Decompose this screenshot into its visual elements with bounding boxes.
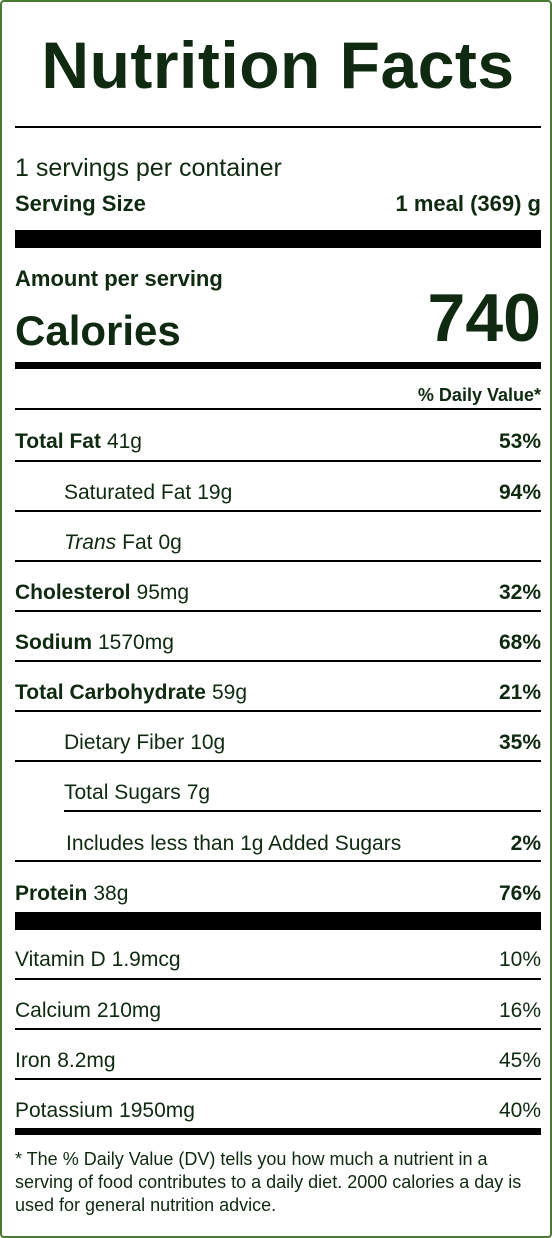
nutrient-rule (15, 610, 541, 612)
vitamin-name: Potassium (15, 1099, 114, 1122)
daily-value-footnote: * The % Daily Value (DV) tells you how m… (15, 1149, 522, 1215)
vitamin-row-calcium: Calcium 210mg 16% (15, 995, 541, 1027)
nutrient-name: Includes (66, 832, 145, 855)
nutrient-dv: 53% (498, 430, 541, 453)
nutrient-rule (15, 860, 541, 862)
nutrient-row-sodium: Sodium 1570mg 68% (15, 627, 541, 659)
nutrient-rule (15, 760, 541, 762)
nutrient-row-protein: Protein 38g 76% (15, 878, 541, 910)
calories-value: 740 (427, 280, 541, 356)
vitamins-thick-rule (15, 912, 541, 930)
nutrient-rule (15, 460, 541, 462)
vitamin-name: Iron (15, 1049, 52, 1072)
nutrient-name: Total Carbohydrate (15, 681, 206, 704)
amount-per-serving-text: Amount per serving (15, 266, 223, 291)
vitamin-rule (15, 1078, 541, 1080)
nutrient-rule (15, 510, 541, 512)
nutrient-rule (15, 560, 541, 562)
serving-size-value: 1 meal (369) g (395, 191, 541, 216)
nutrient-name: Protein (15, 882, 88, 905)
vitamin-row-iron: Iron 8.2mg 45% (15, 1045, 541, 1077)
vitamin-row-potassium: Potassium 1950mg 40% (15, 1095, 541, 1127)
nutrient-row-trans-fat: Trans Fat 0g (15, 527, 541, 559)
nutrient-amount: 38g (93, 882, 129, 905)
vitamin-name: Calcium (15, 999, 91, 1022)
nutrient-name: Total Sugars (64, 781, 181, 804)
servings-per-container: 1 servings per container (15, 152, 541, 184)
vitamin-amount: 1.9mcg (111, 948, 181, 971)
nutrient-amount: 41g (106, 430, 142, 453)
label-title: Nutrition Facts (41, 28, 515, 102)
nutrient-row-added-sugars: Includes less than 1g Added Sugars 2% (15, 828, 541, 860)
nutrient-name: Dietary Fiber (64, 731, 185, 754)
nutrient-dv: 35% (498, 731, 541, 754)
nutrient-name: Total Fat (15, 430, 101, 453)
nutrient-row-dietary-fiber: Dietary Fiber 10g 35% (15, 727, 541, 759)
footnote-rule (15, 1128, 541, 1135)
nutrient-dv: 32% (498, 581, 541, 604)
nutrient-dv: 76% (498, 882, 541, 905)
nutrient-amount: 59g (211, 681, 248, 704)
serving-size-row: Serving Size 1 meal (369) g (15, 188, 541, 220)
nutrient-name-italic: Trans (64, 531, 117, 554)
calories-rule (15, 362, 541, 369)
nutrient-dv: 68% (498, 631, 541, 654)
servings-per-container-text: 1 servings per container (15, 153, 282, 182)
vitamin-row-vitamin-d: Vitamin D 1.9mcg 10% (15, 944, 541, 976)
vitamin-dv: 40% (498, 1099, 541, 1122)
nutrient-amount: 0g (158, 531, 182, 554)
calories-label: Calories (15, 307, 181, 354)
nutrient-name: Fat (122, 531, 153, 554)
nutrient-rule (15, 660, 541, 662)
amount-per-serving: Amount per serving (15, 264, 541, 294)
daily-value-header-text: % Daily Value* (417, 384, 541, 405)
title-rule (15, 126, 541, 128)
vitamin-amount: 1950mg (119, 1099, 195, 1122)
serving-thick-rule (15, 230, 541, 248)
vitamin-amount: 8.2mg (57, 1049, 116, 1072)
nutrient-row-total-fat: Total Fat 41g 53% (15, 426, 541, 458)
vitamin-dv: 45% (498, 1049, 541, 1072)
vitamin-rule (15, 978, 541, 980)
nutrient-rule (15, 408, 541, 410)
serving-size-label: Serving Size (15, 191, 146, 216)
vitamin-name: Vitamin D (15, 948, 106, 971)
vitamin-dv: 10% (498, 948, 541, 971)
nutrient-dv: 21% (498, 681, 541, 704)
vitamin-rule (15, 1028, 541, 1030)
calories-row: Calories (15, 306, 541, 356)
daily-value-header: % Daily Value* (15, 382, 541, 408)
nutrient-row-total-sugars: Total Sugars 7g (15, 777, 541, 809)
label-content: Nutrition Facts 1 servings per container… (15, 2, 541, 1236)
nutrient-amount: less than 1g Added Sugars (150, 832, 402, 855)
nutrient-amount: 10g (190, 731, 226, 754)
nutrient-row-saturated-fat: Saturated Fat 19g 94% (15, 477, 541, 509)
nutrient-name: Saturated Fat (64, 481, 192, 504)
nutrient-amount: 7g (186, 781, 211, 804)
nutrient-amount: 95mg (136, 581, 190, 604)
vitamin-amount: 210mg (96, 999, 162, 1022)
nutrient-amount: 19g (197, 481, 233, 504)
nutrient-name: Cholesterol (15, 581, 131, 604)
nutrient-rule (15, 710, 541, 712)
nutrient-row-total-carbohydrate: Total Carbohydrate 59g 21% (15, 677, 541, 709)
nutrient-dv: 2% (510, 832, 541, 855)
added-sugars-rule (64, 810, 541, 812)
nutrient-name: Sodium (15, 631, 92, 654)
nutrient-row-cholesterol: Cholesterol 95mg 32% (15, 577, 541, 609)
nutrient-dv: 94% (498, 481, 541, 504)
vitamin-dv: 16% (498, 999, 541, 1022)
nutrient-amount: 1570mg (98, 631, 174, 654)
